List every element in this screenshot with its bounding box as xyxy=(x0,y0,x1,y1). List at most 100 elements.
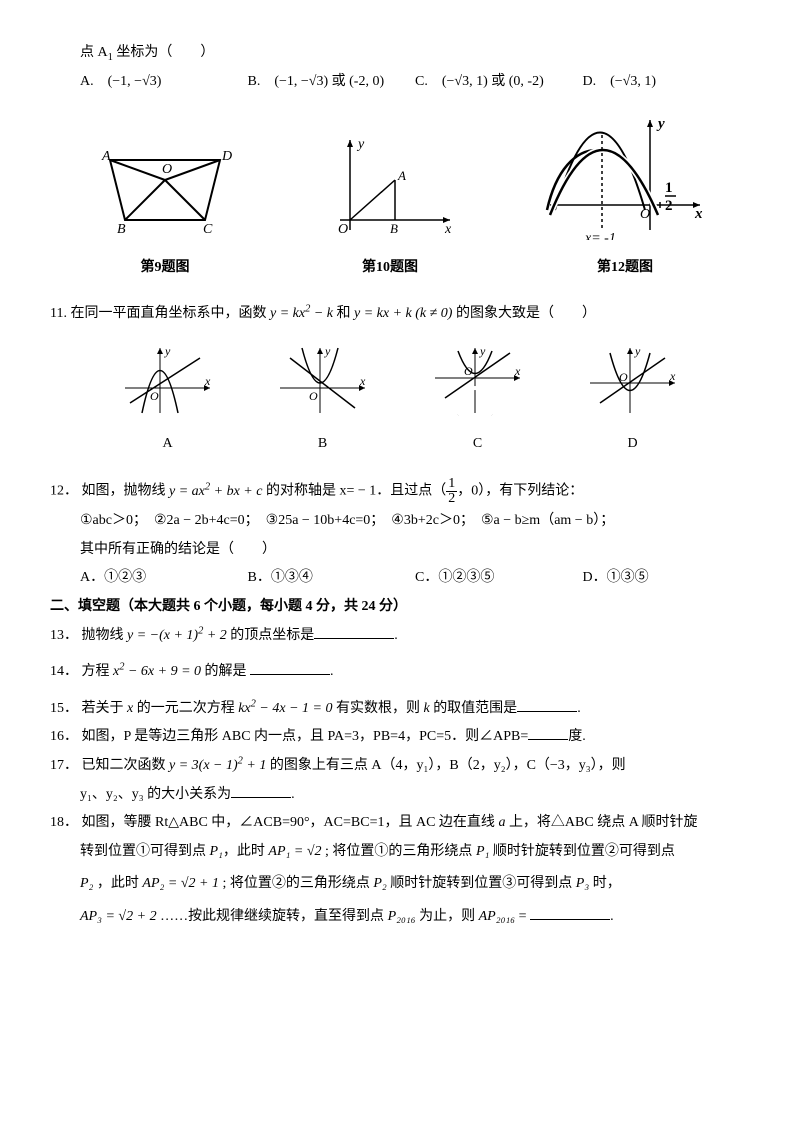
q16: 16． 如图，P 是等边三角形 ABC 内一点，且 PA=3，PB=4，PC=5… xyxy=(50,724,750,751)
q11-opt-a-block: O x y A xyxy=(120,343,215,457)
q11-mid: 和 xyxy=(337,306,355,321)
q18-l3c: 顺时针旋转到位置③可得到点 xyxy=(387,876,576,891)
q13-t1: 抛物线 xyxy=(82,628,128,643)
q11-num: 11. xyxy=(50,306,67,321)
q15: 15． 若关于 x 的一元二次方程 kx2 − 4x − 1 = 0 有实数根，… xyxy=(50,696,750,723)
q12-fn: 1 xyxy=(446,477,457,492)
q18-num: 18． xyxy=(50,815,78,830)
q15-eqsf: − 4x − 1 = 0 xyxy=(256,701,333,716)
svg-text:O: O xyxy=(338,222,348,237)
q12b: B．①③④ xyxy=(248,565,416,592)
q12-t1: 如图，抛物线 xyxy=(82,484,170,499)
q13-blank xyxy=(314,624,394,639)
svg-text:D: D xyxy=(221,149,232,164)
q13: 13． 抛物线 y = −(x + 1)2 + 2 的顶点坐标是. xyxy=(50,623,750,650)
fig12-cap: 第12题图 xyxy=(540,255,710,282)
q18-l3a: ，此时 xyxy=(93,876,142,891)
svg-text:O: O xyxy=(640,207,650,222)
q18-l4: AP₃ = √2 + 2 ……按此规律继续旋转，直至得到点 P₂₀₁₆ 为止，则… xyxy=(50,904,750,931)
q14-blank xyxy=(250,660,330,675)
q18-ap1l: AP₁ xyxy=(268,844,290,859)
q18-l4b: 为止，则 xyxy=(416,909,479,924)
q10-opt-b: B. (−1, −√3) 或 (-2, 0) xyxy=(248,69,416,96)
q18-ap3r: = √2 + 2 xyxy=(102,909,157,924)
svg-text:x: x xyxy=(444,222,452,237)
q15-t2: 的一元二次方程 xyxy=(137,701,239,716)
svg-text:y: y xyxy=(656,116,665,132)
q15-v2: k xyxy=(423,701,429,716)
q15-t4: 的取值范围是 xyxy=(433,701,517,716)
q18-ap2l: AP₂ xyxy=(142,876,164,891)
svg-text:A: A xyxy=(101,149,111,164)
q18-l2c: ; 将位置①的三角形绕点 xyxy=(322,844,476,859)
q15-v1: x xyxy=(127,701,133,716)
q12c: C．①②③⑤ xyxy=(415,565,583,592)
q18-p1b: P₁ xyxy=(476,844,489,859)
q16-unit: 度. xyxy=(568,729,586,744)
svg-text:O: O xyxy=(309,389,318,403)
q18-p3: P₃ xyxy=(576,876,589,891)
q12-eqp: y = ax xyxy=(169,484,205,499)
q10-opt-c: C. (−√3, 1) 或 (0, -2) xyxy=(415,69,583,96)
svg-text:x: x xyxy=(514,364,521,378)
q18-l2a: 转到位置①可得到点 xyxy=(80,844,210,859)
fig12-svg: y x O 1 2 x= -1 xyxy=(540,110,710,240)
q11-suffix: 的图象大致是（ ） xyxy=(456,306,596,321)
q18-t1: 如图，等腰 Rt△ABC 中，∠ACB=90°，AC=BC=1，且 AC 边在直… xyxy=(82,815,499,830)
q18-p2016: P₂₀₁₆ xyxy=(388,909,416,924)
q10-prefix: 点 A xyxy=(80,45,108,60)
svg-text:O: O xyxy=(619,370,628,384)
q14-t1: 方程 xyxy=(82,664,114,679)
q11-opt-c-block: O x y C xyxy=(430,343,525,457)
q12: 12． 如图，抛物线 y = ax2 + bx + c 的对称轴是 x= − 1… xyxy=(50,477,750,506)
q11-eq1sf: − k xyxy=(310,306,333,321)
fig10-cap: 第10题图 xyxy=(320,255,460,282)
q18-p2b: P₂ xyxy=(373,876,386,891)
q17: 17． 已知二次函数 y = 3(x − 1)2 + 1 的图象上有三点 A（4… xyxy=(50,753,750,780)
fig9-cap: 第9题图 xyxy=(90,255,240,282)
fig9-block: A D B C O 第9题图 xyxy=(90,140,240,281)
q11-options: O x y A O x y B xyxy=(90,343,710,457)
q15-t3: 有实数根，则 xyxy=(336,701,424,716)
svg-text:x: x xyxy=(694,206,703,222)
q18-eq: = xyxy=(515,909,530,924)
q15-t5: . xyxy=(577,701,581,716)
q17-t2: 的图象上有三点 A（4，y₁），B（2，y₂），C（−3，y₃），则 xyxy=(270,758,626,773)
svg-text:O: O xyxy=(162,162,172,177)
q10-suffix: 坐标为（ ） xyxy=(113,45,215,60)
q12-eqsf: + bx + c xyxy=(210,484,262,499)
q17-blank xyxy=(231,783,291,798)
q16-text: 如图，P 是等边三角形 ABC 内一点，且 PA=3，PB=4，PC=5．则∠A… xyxy=(82,729,529,744)
q11: 11. 在同一平面直角坐标系中，函数 y = kx2 − k 和 y = kx … xyxy=(50,301,750,328)
svg-text:B: B xyxy=(390,221,398,236)
q14-t3: . xyxy=(330,664,334,679)
svg-text:x= -1: x= -1 xyxy=(584,231,616,240)
fig10-block: y x O A B 第10题图 xyxy=(320,130,460,281)
q16-blank xyxy=(528,725,568,740)
svg-text:x: x xyxy=(204,374,211,388)
q12-num: 12． xyxy=(50,484,78,499)
q18-ap2016: AP₂₀₁₆ xyxy=(479,909,516,924)
q15-num: 15． xyxy=(50,701,78,716)
q11a-cap: A xyxy=(120,431,215,458)
q18-p1: P₁ xyxy=(210,844,223,859)
q12-fd: 2 xyxy=(446,492,457,506)
svg-text:1: 1 xyxy=(665,180,673,196)
section2-title: 二、填空题（本大题共 6 个小题，每小题 4 分，共 24 分） xyxy=(50,594,750,621)
q18-l3: P₂ ，此时 AP₂ = √2 + 1 ; 将位置②的三角形绕点 P₂ 顺时针旋… xyxy=(50,871,750,898)
q11-eq2: y = kx + k (k ≠ 0) xyxy=(354,306,452,321)
q11b-cap: B xyxy=(275,431,370,458)
q17-num: 17． xyxy=(50,758,78,773)
q10-options: A. (−1, −√3) B. (−1, −√3) 或 (-2, 0) C. (… xyxy=(50,69,750,96)
q11-t1: 在同一平面直角坐标系中，函数 xyxy=(70,306,270,321)
q14-t2: 的解是 xyxy=(205,664,251,679)
svg-text:O: O xyxy=(464,364,473,378)
fig9-svg: A D B C O xyxy=(90,140,240,240)
q14-num: 14． xyxy=(50,664,78,679)
q18-l1: 18． 如图，等腰 Rt△ABC 中，∠ACB=90°，AC=BC=1，且 AC… xyxy=(50,810,750,837)
q17-t3: . xyxy=(291,787,295,802)
q11d-cap: D xyxy=(585,431,680,458)
svg-text:y: y xyxy=(634,344,641,358)
q17-l2t: y₁、y₂、y₃ 的大小关系为 xyxy=(80,787,231,802)
svg-text:y: y xyxy=(324,344,331,358)
